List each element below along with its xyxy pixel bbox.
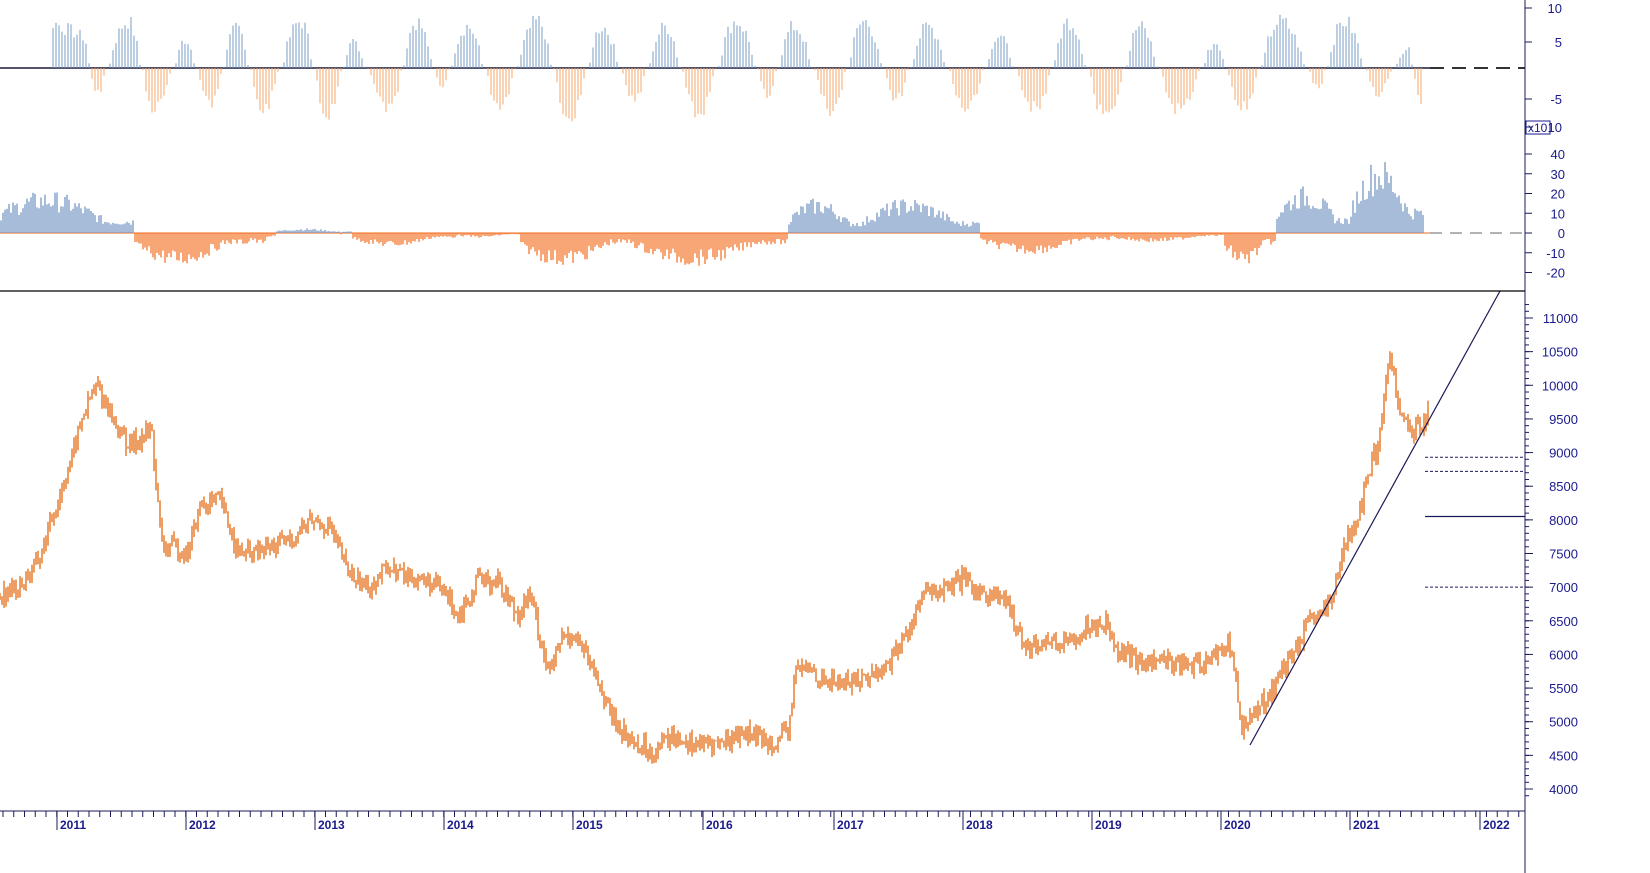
mid-y-tick-label: 0 (1558, 226, 1565, 241)
price-y-tick-label: 8500 (1549, 479, 1578, 494)
top-y-tick-label: 10 (1548, 1, 1562, 16)
price-y-tick-label: 6000 (1549, 647, 1578, 662)
price-y-tick-label: 7500 (1549, 547, 1578, 562)
top-y-tick-label: 10 (1548, 120, 1562, 135)
price-y-tick-label: 9000 (1549, 446, 1578, 461)
x-tick-label: 2016 (706, 818, 733, 832)
x-tick-label: 2015 (576, 818, 603, 832)
price-y-tick-label: 9500 (1549, 412, 1578, 427)
middle-oscillator-bars (0, 162, 1525, 266)
x-tick-label: 2020 (1224, 818, 1251, 832)
x-tick-label: 2011 (60, 818, 86, 832)
x-tick-label: 2021 (1353, 818, 1380, 832)
price-y-tick-label: 11000 (1543, 311, 1578, 326)
mid-y-tick-label: -20 (1546, 266, 1565, 281)
price-series (0, 351, 1429, 764)
price-y-tick-label: 8000 (1549, 513, 1578, 528)
x-tick-label: 2022 (1483, 818, 1510, 832)
price-y-tick-label: 10500 (1542, 345, 1578, 360)
top-y-tick-label: 5 (1555, 35, 1562, 50)
price-y-tick-label: 10000 (1542, 378, 1578, 393)
reference-lines (1249, 290, 1525, 746)
x-tick-label: 2019 (1095, 818, 1122, 832)
x-tick-label: 2012 (189, 818, 216, 832)
multiplier-box (1525, 120, 1551, 135)
mid-y-tick-label: -10 (1546, 246, 1565, 261)
mid-y-tick-label: 40 (1551, 147, 1565, 162)
price-y-tick-label: 5500 (1549, 681, 1578, 696)
x-tick-label: 2013 (318, 818, 345, 832)
top-y-tick-label: -5 (1550, 92, 1562, 107)
multiplier-label: x10 (1528, 121, 1548, 135)
trendline (1249, 290, 1501, 746)
top-oscillator-bars (0, 14, 1525, 122)
mid-y-tick-label: 30 (1551, 167, 1565, 182)
x-tick-label: 2018 (966, 818, 993, 832)
axis-labels: 2011 2012 2013 2014 2015 2016 2017 2018 2019 2020… (60, 1, 1578, 832)
price-y-tick-label: 7000 (1549, 580, 1578, 595)
price-y-tick-label: 6500 (1549, 614, 1578, 629)
mid-y-tick-label: 20 (1551, 187, 1565, 202)
price-y-tick-label: 4000 (1549, 782, 1578, 797)
price-y-tick-label: 4500 (1549, 748, 1578, 763)
axes (0, 0, 1533, 873)
mid-y-tick-label: 10 (1551, 206, 1565, 221)
x-tick-label: 2014 (447, 818, 474, 832)
x-tick-label: 2017 (837, 818, 864, 832)
price-y-tick-label: 5000 (1549, 715, 1578, 730)
